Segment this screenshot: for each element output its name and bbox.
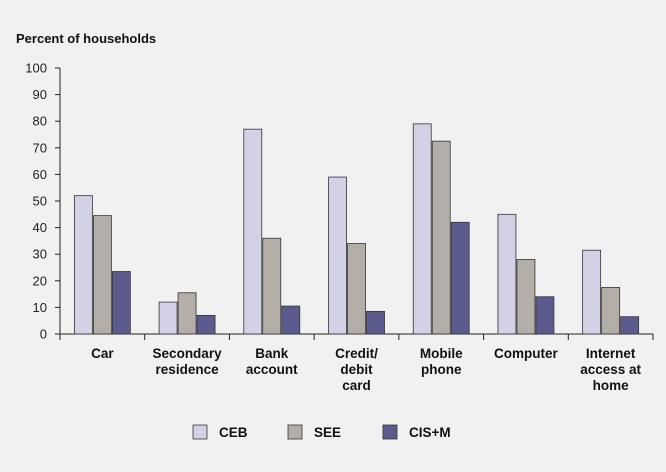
y-tick-label: 70 xyxy=(33,140,47,155)
y-tick-label: 50 xyxy=(33,194,47,209)
bar-ceb xyxy=(497,213,517,335)
y-tick-label: 60 xyxy=(33,167,47,182)
bar-cis-m xyxy=(450,221,470,335)
legend-swatch xyxy=(382,424,398,440)
y-tick-label: 100 xyxy=(25,61,47,76)
y-tick-label: 20 xyxy=(33,273,47,288)
bar-see xyxy=(516,259,536,335)
y-tick-label: 80 xyxy=(33,114,47,129)
category-label: Secondary residence xyxy=(153,346,223,377)
category-label: Bank account xyxy=(246,346,298,377)
legend-label: SEE xyxy=(314,425,341,440)
bar-see xyxy=(177,292,197,335)
category-label: Internet access at home xyxy=(580,346,641,393)
bar-see xyxy=(431,140,451,335)
bar-see xyxy=(92,215,112,335)
legend-swatch xyxy=(192,424,208,440)
bar-cis-m xyxy=(366,310,385,335)
bar-cis-m xyxy=(620,316,640,335)
bar-cis-m xyxy=(111,271,131,335)
bar-see xyxy=(262,237,282,335)
y-tick-label: 90 xyxy=(33,87,47,102)
bar-ceb xyxy=(412,123,432,335)
legend-swatch xyxy=(287,424,303,440)
bar-see xyxy=(347,243,366,335)
category-label: Mobile phone xyxy=(420,346,463,377)
y-tick-label: 40 xyxy=(33,220,47,235)
bar-ceb xyxy=(158,301,178,335)
bar-ceb xyxy=(328,176,347,335)
legend-label: CIS+M xyxy=(409,425,451,440)
bar-ceb xyxy=(582,249,602,335)
category-label: Credit/debit card xyxy=(335,346,378,393)
y-tick-label: 10 xyxy=(33,300,47,315)
category-label: Car xyxy=(91,346,114,361)
bar-ceb xyxy=(73,195,93,335)
y-tick-label: 30 xyxy=(33,247,47,262)
legend-label: CEB xyxy=(219,425,248,440)
category-label: Computer xyxy=(494,346,558,361)
bar-cis-m xyxy=(281,305,301,335)
y-axis-label: Percent of households xyxy=(16,31,157,46)
bar-cis-m xyxy=(196,314,216,335)
bar-cis-m xyxy=(535,296,555,335)
y-tick-label: 0 xyxy=(40,327,47,342)
bar-see xyxy=(601,287,621,335)
bar-ceb xyxy=(243,128,263,335)
